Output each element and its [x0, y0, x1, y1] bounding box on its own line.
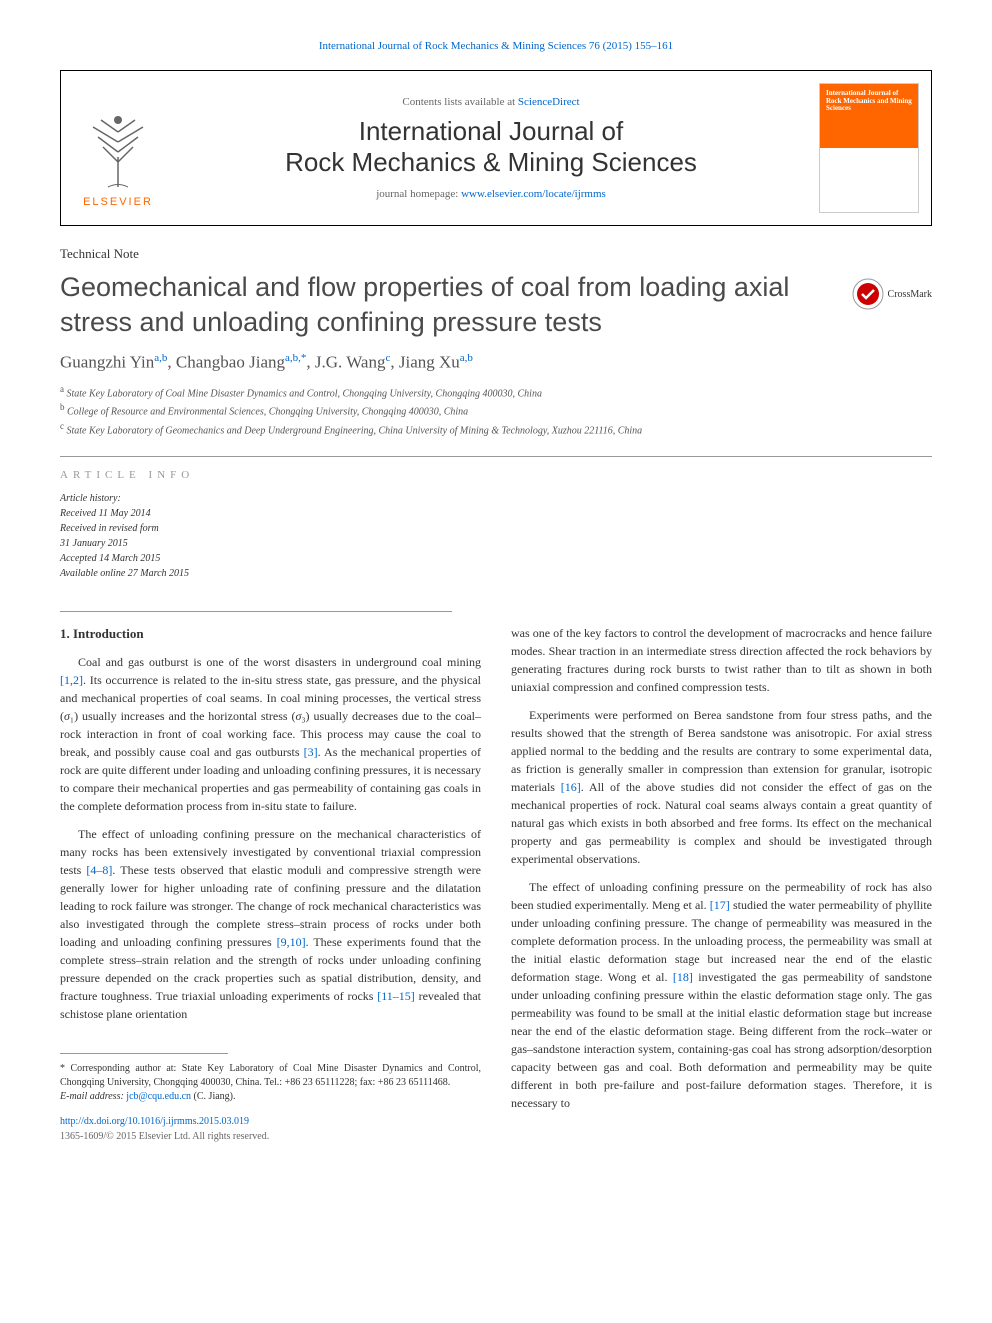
corr-text: Corresponding author at: State Key Labor… — [60, 1063, 481, 1088]
body-columns: 1. Introduction Coal and gas outburst is… — [60, 624, 932, 1145]
journal-name-line1: International Journal of — [359, 116, 624, 146]
journal-name-line2: Rock Mechanics & Mining Sciences — [285, 147, 697, 177]
history-label: Article history: — [60, 491, 932, 506]
affiliation-a: a State Key Laboratory of Coal Mine Disa… — [60, 383, 932, 401]
contents-prefix: Contents lists available at — [402, 96, 517, 108]
author-2: Changbao Jiang — [176, 353, 285, 372]
article-type: Technical Note — [60, 246, 932, 262]
column-left: 1. Introduction Coal and gas outburst is… — [60, 624, 481, 1145]
paragraph-5: The effect of unloading confining pressu… — [511, 878, 932, 1112]
title-row: Geomechanical and flow properties of coa… — [60, 270, 932, 340]
affiliations: a State Key Laboratory of Coal Mine Disa… — [60, 383, 932, 438]
homepage-link[interactable]: www.elsevier.com/locate/ijrmms — [461, 188, 606, 200]
author-1: Guangzhi Yin — [60, 353, 154, 372]
column-right: was one of the key factors to control th… — [511, 624, 932, 1145]
doi-line: http://dx.doi.org/10.1016/j.ijrmms.2015.… — [60, 1114, 481, 1129]
authors-list: Guangzhi Yina,b, Changbao Jianga,b,*, J.… — [60, 352, 932, 373]
ref-link[interactable]: [3] — [304, 745, 318, 759]
affiliation-b: b College of Resource and Environmental … — [60, 401, 932, 419]
paragraph-2: The effect of unloading confining pressu… — [60, 825, 481, 1023]
section-1-heading: 1. Introduction — [60, 624, 481, 644]
copyright-line: 1365-1609/© 2015 Elsevier Ltd. All right… — [60, 1129, 481, 1144]
author-4: Jiang Xu — [399, 353, 460, 372]
elsevier-tree-icon — [83, 112, 153, 192]
cover-title: International Journal of Rock Mechanics … — [826, 90, 912, 113]
history-revised-date: 31 January 2015 — [60, 536, 932, 551]
article-history: Article history: Received 11 May 2014 Re… — [60, 491, 932, 581]
email-link[interactable]: jcb@cqu.edu.cn — [126, 1091, 191, 1102]
ref-link[interactable]: [1,2] — [60, 673, 83, 687]
doi-link[interactable]: http://dx.doi.org/10.1016/j.ijrmms.2015.… — [60, 1116, 249, 1127]
author-2-aff[interactable]: a,b,* — [285, 352, 306, 364]
journal-name: International Journal of Rock Mechanics … — [183, 116, 799, 178]
corresponding-author-footnote: * Corresponding author at: State Key Lab… — [60, 1062, 481, 1090]
ref-link[interactable]: [4–8] — [86, 863, 112, 877]
email-footnote: E-mail address: jcb@cqu.edu.cn (C. Jiang… — [60, 1090, 481, 1104]
header-center: Contents lists available at ScienceDirec… — [163, 96, 819, 200]
divider — [60, 456, 932, 457]
ref-link[interactable]: [17] — [710, 898, 730, 912]
paragraph-4: Experiments were performed on Berea sand… — [511, 706, 932, 868]
contents-line: Contents lists available at ScienceDirec… — [183, 96, 799, 108]
affiliation-c: c State Key Laboratory of Geomechanics a… — [60, 420, 932, 438]
author-3-aff[interactable]: c — [385, 352, 390, 364]
email-label: E-mail address: — [60, 1091, 126, 1102]
history-received: Received 11 May 2014 — [60, 506, 932, 521]
elsevier-label: ELSEVIER — [83, 196, 153, 208]
paragraph-3: was one of the key factors to control th… — [511, 624, 932, 696]
crossmark-label: CrossMark — [888, 289, 932, 300]
email-suffix: (C. Jiang). — [191, 1091, 235, 1102]
ref-link[interactable]: [18] — [673, 970, 693, 984]
history-online: Available online 27 March 2015 — [60, 566, 932, 581]
ref-link[interactable]: [9,10] — [277, 935, 306, 949]
elsevier-logo: ELSEVIER — [73, 88, 163, 208]
crossmark-badge[interactable]: CrossMark — [852, 278, 932, 310]
journal-header-box: ELSEVIER Contents lists available at Sci… — [60, 70, 932, 226]
author-3: J.G. Wang — [315, 353, 386, 372]
journal-citation-link[interactable]: International Journal of Rock Mechanics … — [319, 40, 673, 52]
sciencedirect-link[interactable]: ScienceDirect — [518, 96, 580, 108]
journal-cover-thumbnail: International Journal of Rock Mechanics … — [819, 83, 919, 213]
history-accepted: Accepted 14 March 2015 — [60, 551, 932, 566]
footnote-divider — [60, 1053, 228, 1054]
crossmark-icon — [852, 278, 884, 310]
corr-marker: * — [60, 1063, 65, 1074]
author-1-aff[interactable]: a,b — [154, 352, 167, 364]
homepage-prefix: journal homepage: — [376, 188, 461, 200]
article-title: Geomechanical and flow properties of coa… — [60, 270, 832, 340]
divider — [60, 611, 452, 612]
paragraph-1: Coal and gas outburst is one of the wors… — [60, 653, 481, 815]
author-4-aff[interactable]: a,b — [460, 352, 473, 364]
homepage-line: journal homepage: www.elsevier.com/locat… — [183, 188, 799, 200]
history-revised: Received in revised form — [60, 521, 932, 536]
journal-citation-header: International Journal of Rock Mechanics … — [60, 40, 932, 52]
ref-link[interactable]: [11–15] — [377, 989, 415, 1003]
article-info-heading: ARTICLE INFO — [60, 469, 932, 481]
ref-link[interactable]: [16] — [561, 780, 581, 794]
